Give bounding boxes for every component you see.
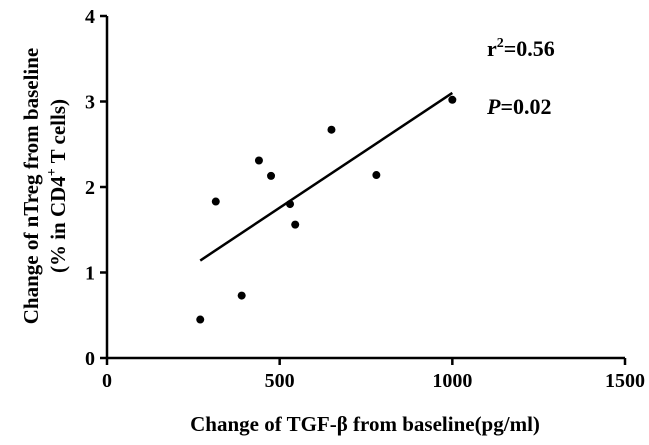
r-squared-annotation: r2=0.56 [487, 36, 555, 61]
p-value-label: P [486, 94, 501, 119]
axes [105, 16, 625, 360]
y-axis-title-prefix: (% in CD4 [46, 176, 70, 273]
x-axis-title: Change of TGF-β from baseline(pg/ml) [190, 412, 540, 436]
data-point [372, 171, 381, 180]
data-point [291, 220, 300, 229]
data-point [237, 291, 246, 300]
y-tick-label: 0 [85, 348, 95, 370]
x-tick-label: 500 [265, 370, 295, 392]
r-squared-sup: 2 [497, 36, 504, 51]
data-point [448, 95, 457, 104]
x-tick-label: 1500 [605, 370, 645, 392]
data-points [196, 95, 457, 324]
y-axis-title: Change of nTreg from baseline (% in CD4+… [19, 48, 70, 325]
r-squared-base: r [487, 36, 497, 61]
y-axis-title-sup: + [45, 168, 60, 176]
x-tick-label: 1000 [432, 370, 472, 392]
y-tick-label: 4 [85, 6, 95, 28]
data-point [196, 315, 205, 324]
p-value-value: =0.02 [500, 94, 551, 119]
data-point [327, 125, 336, 134]
x-tick-label: 0 [102, 370, 112, 392]
y-tick-label: 2 [85, 177, 95, 199]
r-squared-value: =0.56 [504, 36, 555, 61]
y-tick-label: 1 [85, 263, 95, 285]
data-point [254, 156, 263, 165]
ticks: 0 500 1000 1500 0 1 2 3 4 [85, 6, 645, 392]
y-axis-title-line2: (% in CD4+ T cells) [45, 99, 70, 273]
y-tick-label: 3 [85, 92, 95, 114]
p-value-annotation: P=0.02 [486, 94, 552, 119]
data-point [286, 200, 295, 209]
data-point [267, 171, 276, 180]
regression-line [199, 91, 454, 262]
y-axis-title-suffix: T cells) [46, 99, 70, 168]
data-point [211, 197, 220, 206]
y-axis-title-line1: Change of nTreg from baseline [19, 48, 43, 325]
